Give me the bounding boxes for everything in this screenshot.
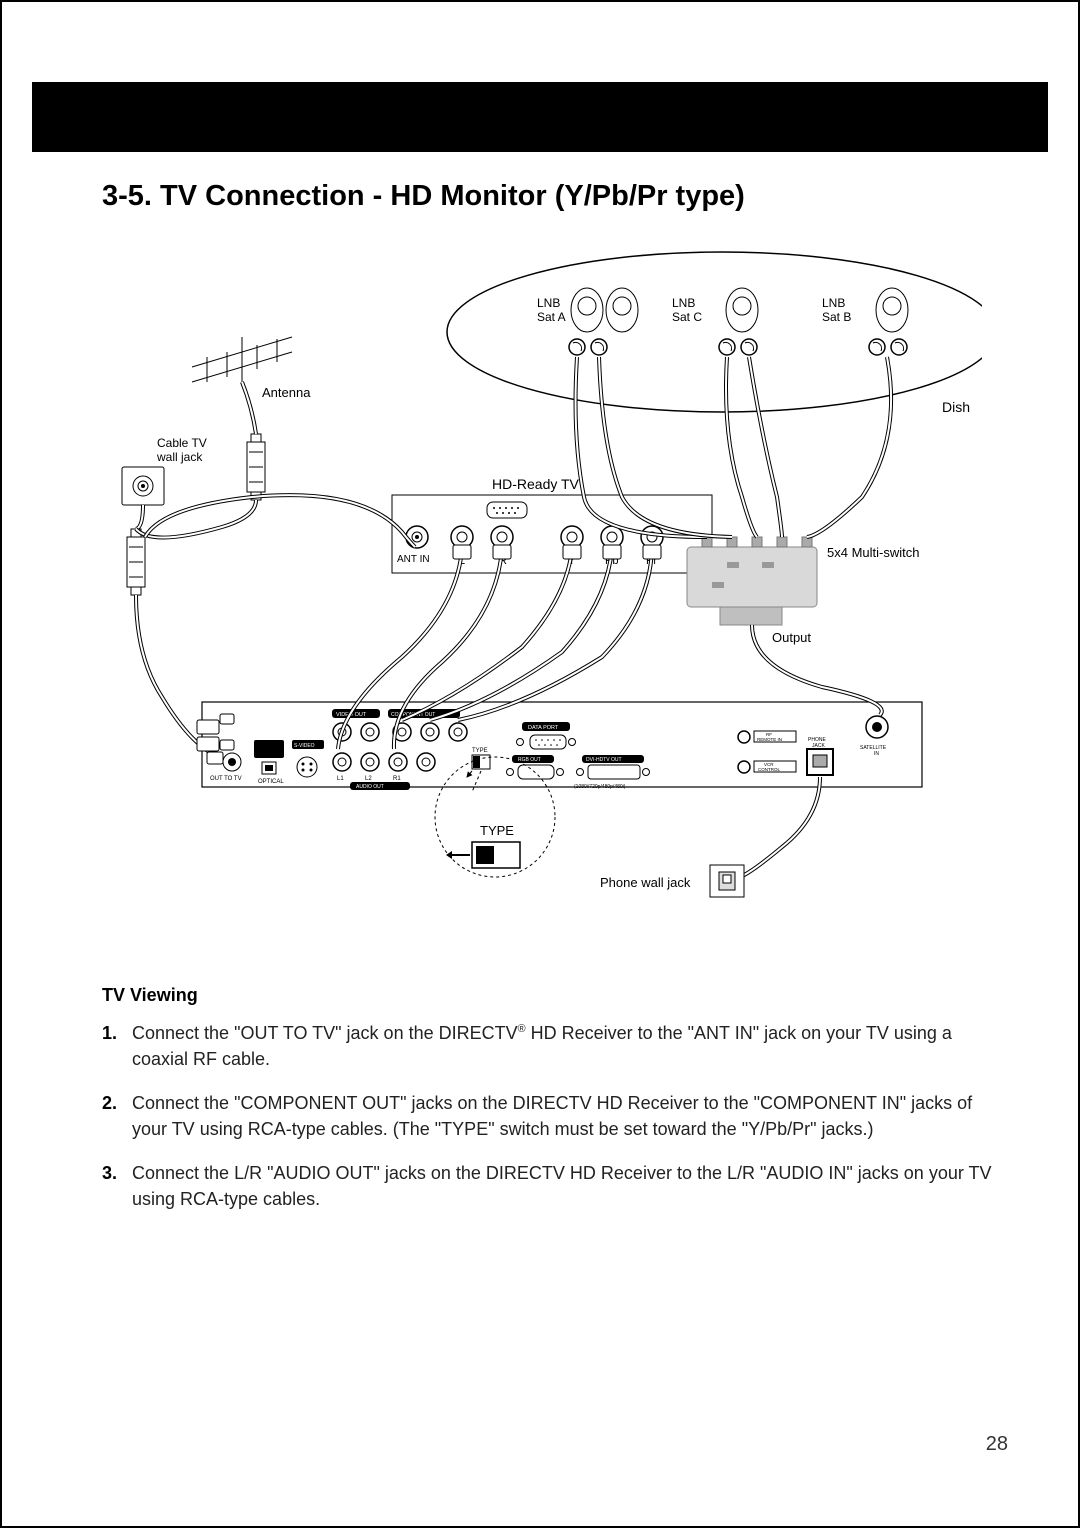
l2-label: L2 xyxy=(365,776,372,782)
audio-out-label: AUDIO OUT xyxy=(356,784,384,790)
page: 3-5. TV Connection - HD Monitor (Y/Pb/Pr… xyxy=(0,0,1080,1528)
antenna-label: Antenna xyxy=(262,385,311,400)
chapter-bar xyxy=(32,82,1048,152)
receiver-panel: OUT TO TV DIGITAL AUDIO OPTICAL S-VID xyxy=(202,702,922,790)
lnb-sat-b-label1: LNB xyxy=(822,296,845,310)
connection-diagram: Dish LNB Sat A xyxy=(102,237,982,937)
step-1: Connect the "OUT TO TV" jack on the DIRE… xyxy=(102,1020,1008,1072)
cable-wall-line2: wall jack xyxy=(156,450,203,464)
output-label: Output xyxy=(772,630,811,645)
rf-remote-label: REMOTE IN xyxy=(757,737,782,742)
rgb-out-label: RGB OUT xyxy=(518,757,541,763)
dvi-out-label: DVI-HDTV OUT xyxy=(586,757,622,763)
multiswitch-label: 5x4 Multi-switch xyxy=(827,545,919,560)
lnb-sat-a: LNB Sat A xyxy=(537,288,638,355)
type-label-mini: TYPE xyxy=(472,748,488,754)
r1-label: R1 xyxy=(393,776,401,782)
splitter xyxy=(247,434,265,500)
cable-wall-jack: Cable TV wall jack xyxy=(122,436,207,505)
dish-label: Dish xyxy=(942,399,970,415)
step-3: Connect the L/R "AUDIO OUT" jacks on the… xyxy=(102,1160,1008,1212)
lnb-sat-b-label2: Sat B xyxy=(822,310,851,324)
lnb-sat-c-label2: Sat C xyxy=(672,310,702,324)
optical-label: OPTICAL xyxy=(258,779,284,785)
res-label: (1080i/720p/480p/480i) xyxy=(574,784,626,790)
lnb-sat-a-label2: Sat A xyxy=(537,310,566,324)
page-number: 28 xyxy=(986,1433,1008,1456)
dish-outline xyxy=(447,252,982,412)
svg-text:AUDIO: AUDIO xyxy=(256,735,272,741)
lnb-sat-c-label1: LNB xyxy=(672,296,695,310)
cable-wall-line1: Cable TV xyxy=(157,436,207,450)
lnb-sat-c: LNB Sat C xyxy=(672,288,758,355)
content-area: 3-5. TV Connection - HD Monitor (Y/Pb/Pr… xyxy=(102,180,1008,1466)
multiswitch: 5x4 Multi-switch Output xyxy=(687,537,919,645)
steps-list: Connect the "OUT TO TV" jack on the DIRE… xyxy=(102,1020,1008,1213)
tv-rear-panel: HD-Ready TV ANT IN xyxy=(392,476,712,573)
phone-wall-jack-label: Phone wall jack xyxy=(600,875,691,890)
svideo-label: S-VIDEO xyxy=(294,743,315,749)
step-2: Connect the "COMPONENT OUT" jacks on the… xyxy=(102,1090,1008,1142)
phone-jack-label2: JACK xyxy=(812,743,825,749)
l1-label: L1 xyxy=(337,776,344,782)
antenna-icon xyxy=(192,337,292,382)
lnb-sat-a-label1: LNB xyxy=(537,296,560,310)
sat-in-label2: IN xyxy=(874,751,879,757)
vcr-ctrl-label: CONTROL xyxy=(758,767,780,772)
type-callout-label: TYPE xyxy=(480,823,514,838)
antin-label: ANT IN xyxy=(397,554,430,565)
hd-ready-tv-label: HD-Ready TV xyxy=(492,476,580,492)
splitter-2 xyxy=(127,529,145,595)
lnb-sat-b: LNB Sat B xyxy=(822,288,908,355)
tv-viewing-heading: TV Viewing xyxy=(102,985,1008,1006)
out-to-tv-label: OUT TO TV xyxy=(210,776,242,782)
data-port-label: DATA PORT xyxy=(528,725,559,731)
section-title: 3-5. TV Connection - HD Monitor (Y/Pb/Pr… xyxy=(102,180,1008,213)
phone-wall-jack: Phone wall jack xyxy=(600,865,744,897)
